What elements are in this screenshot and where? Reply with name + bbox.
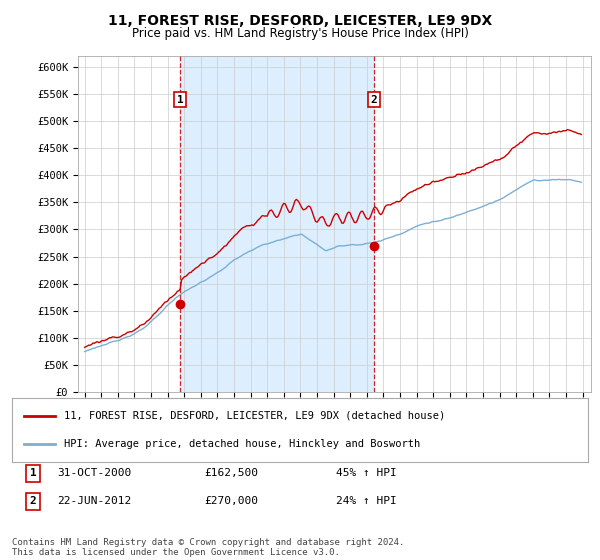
Text: £270,000: £270,000	[204, 496, 258, 506]
Text: 31-OCT-2000: 31-OCT-2000	[57, 468, 131, 478]
Text: 11, FOREST RISE, DESFORD, LEICESTER, LE9 9DX (detached house): 11, FOREST RISE, DESFORD, LEICESTER, LE9…	[64, 410, 445, 421]
Text: £162,500: £162,500	[204, 468, 258, 478]
Text: 2: 2	[370, 95, 377, 105]
Bar	[180, 56, 374, 392]
Text: HPI: Average price, detached house, Hinckley and Bosworth: HPI: Average price, detached house, Hinc…	[64, 439, 420, 449]
Text: 45% ↑ HPI: 45% ↑ HPI	[336, 468, 397, 478]
Text: 1: 1	[29, 468, 37, 478]
Text: 11, FOREST RISE, DESFORD, LEICESTER, LE9 9DX: 11, FOREST RISE, DESFORD, LEICESTER, LE9…	[108, 14, 492, 28]
Text: Price paid vs. HM Land Registry's House Price Index (HPI): Price paid vs. HM Land Registry's House …	[131, 27, 469, 40]
Text: 1: 1	[177, 95, 184, 105]
Text: 22-JUN-2012: 22-JUN-2012	[57, 496, 131, 506]
Text: 24% ↑ HPI: 24% ↑ HPI	[336, 496, 397, 506]
Text: 2: 2	[29, 496, 37, 506]
Text: Contains HM Land Registry data © Crown copyright and database right 2024.
This d: Contains HM Land Registry data © Crown c…	[12, 538, 404, 557]
